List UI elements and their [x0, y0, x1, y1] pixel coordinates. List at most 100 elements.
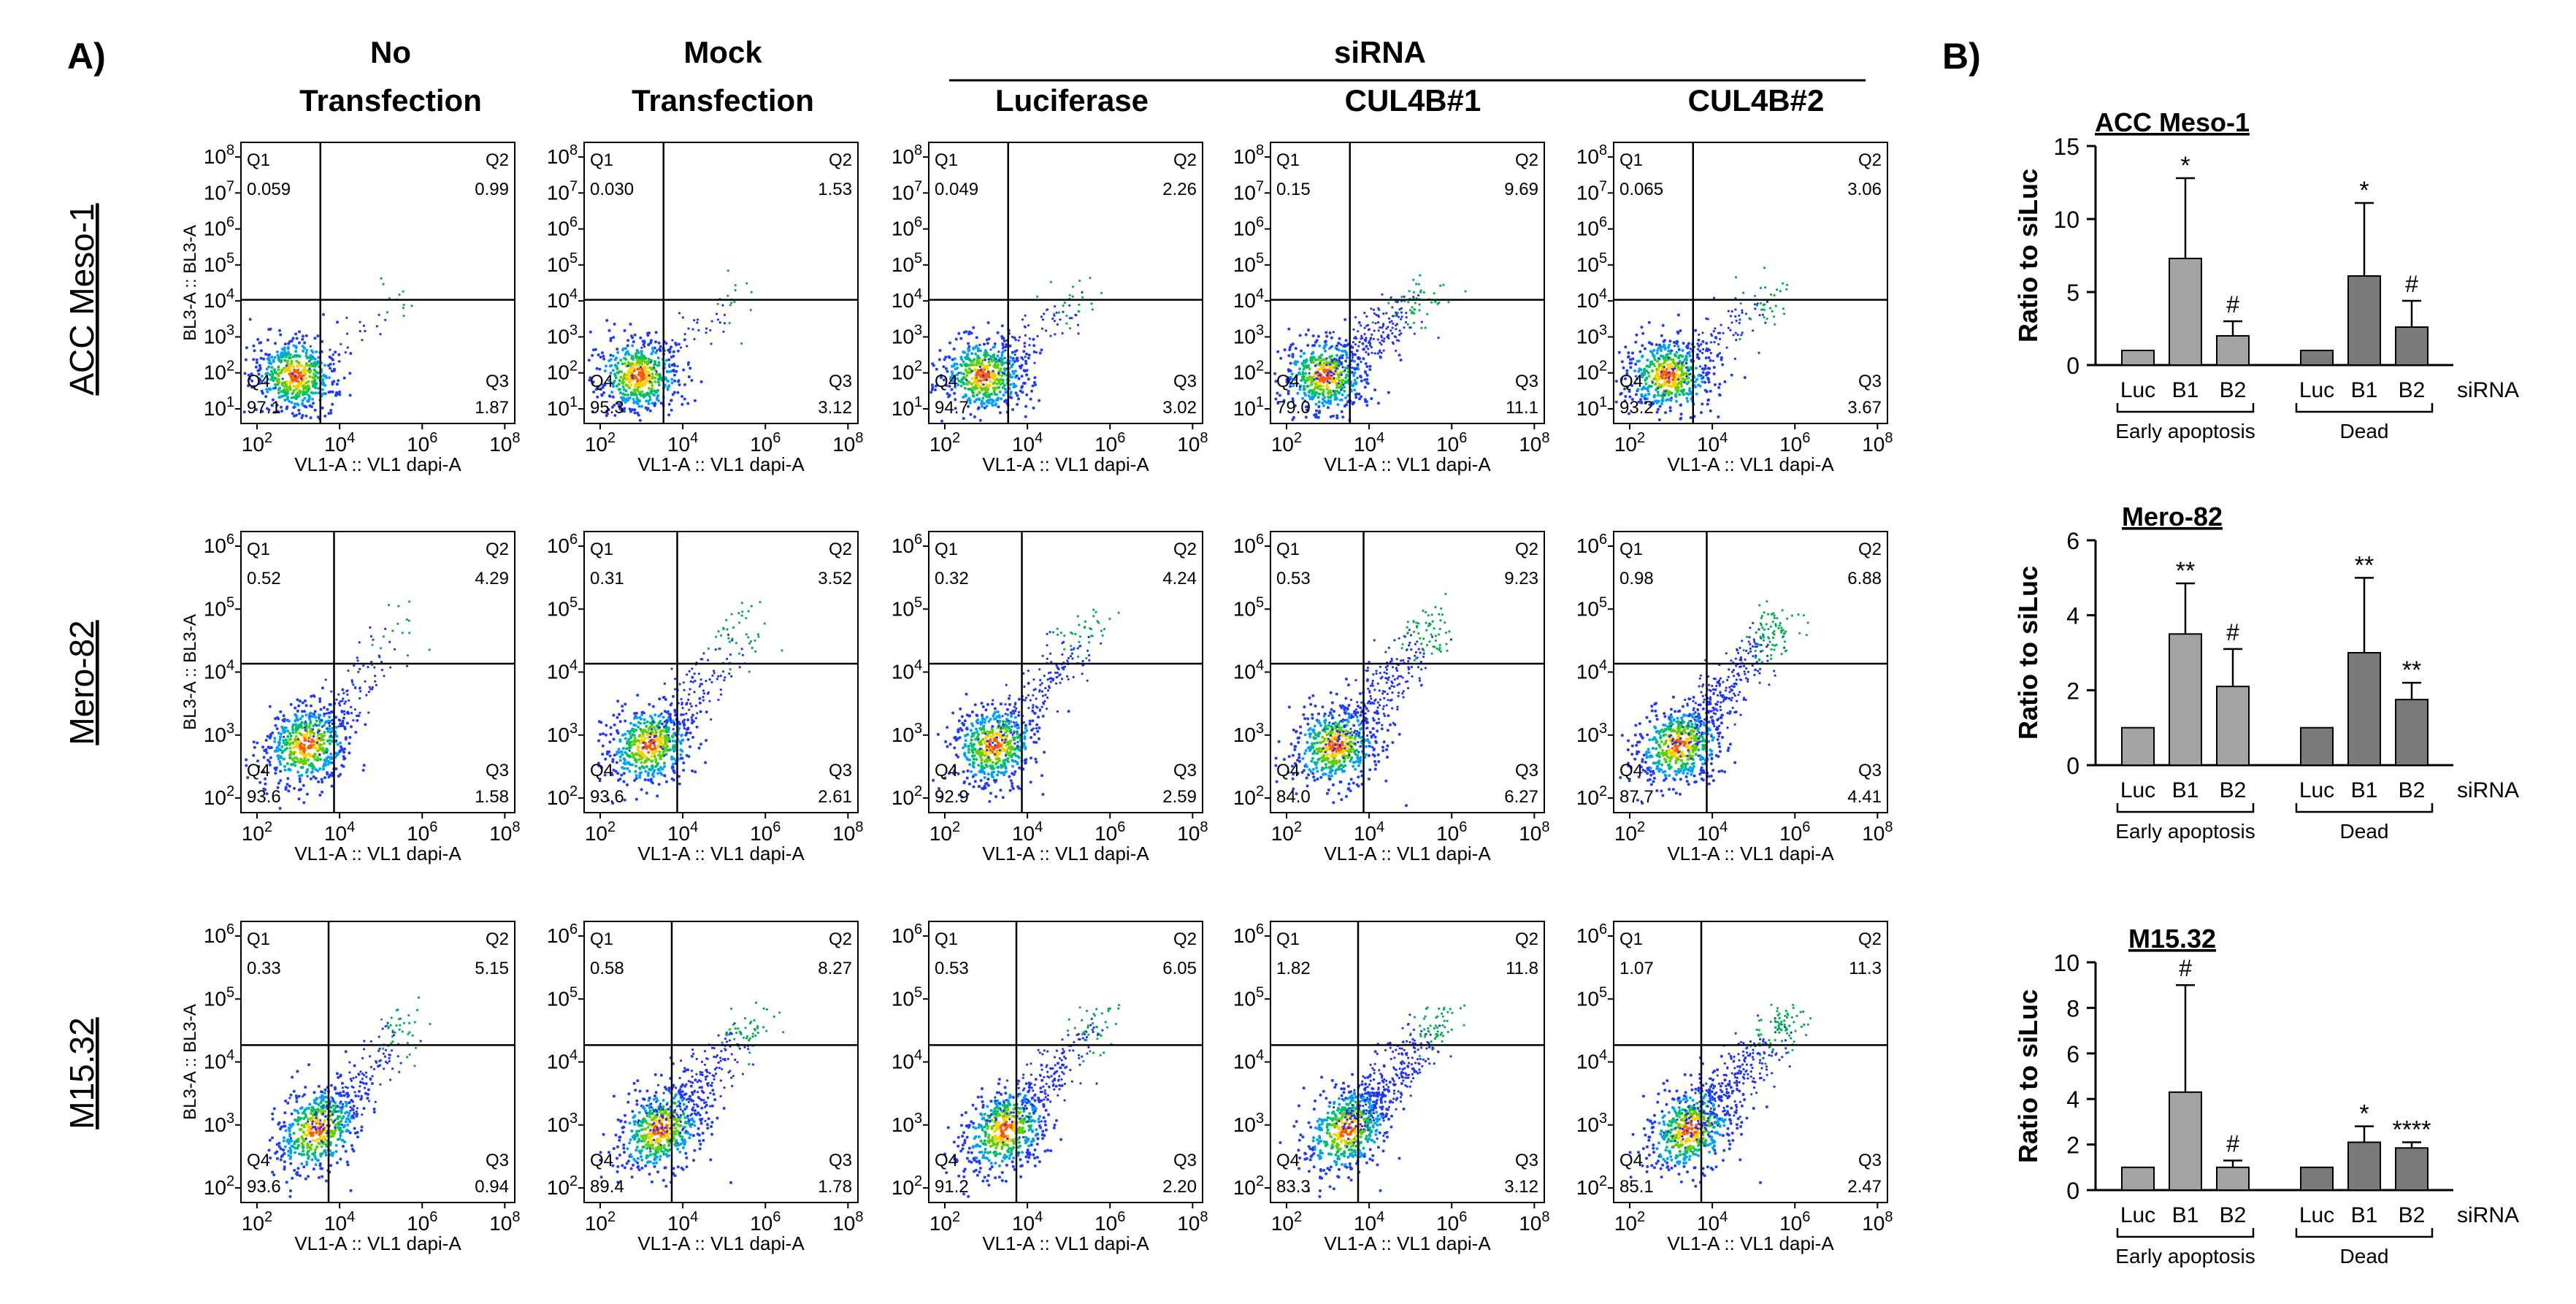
cell-dot: [334, 394, 337, 397]
cell-dot: [654, 730, 658, 734]
y-tick-label: 103: [547, 721, 578, 746]
cell-dot: [299, 750, 303, 753]
cell-dot: [1343, 386, 1346, 389]
cell-dot: [621, 399, 624, 402]
cell-dot: [640, 717, 643, 721]
cell-dot: [295, 394, 299, 398]
cell-dot: [608, 754, 612, 758]
cell-dot: [295, 715, 299, 718]
tick-base: 10: [204, 218, 226, 240]
cell-dot: [686, 673, 689, 676]
tick-exponent: 8: [855, 430, 863, 446]
cell-dot: [1300, 349, 1303, 353]
cell-dot: [693, 672, 696, 675]
cell-dot: [329, 367, 332, 370]
cell-dot: [288, 732, 291, 735]
cell-dot: [256, 361, 258, 364]
cell-dot: [651, 720, 655, 724]
cell-dot: [689, 367, 692, 370]
cell-dot: [618, 388, 622, 391]
cell-dot: [673, 721, 676, 724]
cell-dot: [1712, 330, 1715, 333]
cell-dot: [1314, 413, 1318, 416]
cell-dot: [1735, 339, 1738, 342]
cell-dot: [1340, 373, 1343, 377]
cell-dot: [628, 370, 632, 374]
cell-dot: [1404, 321, 1408, 323]
cell-dot: [681, 395, 684, 398]
cell-dot: [286, 359, 290, 363]
cell-dot: [1014, 391, 1018, 395]
cell-dot: [682, 761, 686, 764]
cell-dot: [635, 797, 638, 801]
cell-dot: [1303, 387, 1306, 391]
tick-base: 10: [1354, 433, 1376, 456]
cell-dot: [613, 364, 617, 367]
cell-dot: [689, 702, 692, 705]
cell-dot: [1671, 377, 1675, 381]
quadrant-q4-value: 93.6: [247, 787, 281, 807]
cell-dot: [1671, 349, 1674, 352]
tick-exponent: 5: [570, 594, 578, 610]
cell-dot: [1356, 377, 1359, 380]
cell-dot: [304, 713, 308, 717]
cell-dot: [348, 394, 352, 397]
tick-base: 10: [892, 289, 914, 312]
cell-dot: [244, 358, 248, 361]
cell-dot: [1303, 361, 1307, 364]
cell-dot: [1062, 304, 1065, 307]
cell-dot: [1368, 364, 1372, 368]
cell-dot: [643, 345, 646, 348]
cell-dot: [656, 349, 659, 352]
cell-dot: [1684, 366, 1688, 369]
cell-dot: [285, 407, 288, 410]
quadrant-q1-label: Q1: [247, 540, 270, 559]
cell-dot: [729, 304, 732, 307]
cell-dot: [302, 783, 305, 787]
cell-dot: [1054, 305, 1057, 308]
cell-dot: [341, 699, 344, 702]
cell-dot: [633, 400, 637, 404]
cell-dot: [1338, 398, 1342, 402]
cell-dot: [625, 752, 629, 756]
cell-dot: [672, 354, 675, 358]
tick-base: 10: [204, 181, 226, 204]
cell-dot: [675, 369, 678, 373]
cell-dot: [612, 713, 616, 717]
cell-dot: [962, 360, 965, 364]
cell-dot: [299, 745, 302, 748]
tick-exponent: 1: [1599, 394, 1607, 410]
cell-dot: [1017, 397, 1020, 401]
cell-dot: [272, 379, 275, 383]
cell-dot: [613, 358, 617, 361]
cell-dot: [1351, 371, 1354, 374]
cell-dot: [617, 748, 621, 751]
cell-dot: [679, 756, 683, 760]
y-tick-label: 101: [547, 394, 578, 420]
tick-exponent: 2: [570, 358, 578, 375]
cell-dot: [1644, 347, 1647, 350]
x-tick-label: 104: [667, 819, 698, 845]
cell-dot: [626, 729, 630, 733]
cell-dot: [1703, 380, 1706, 384]
cell-dot: [274, 724, 277, 727]
cell-dot: [1327, 372, 1330, 375]
cell-dot: [995, 377, 998, 381]
cell-dot: [690, 716, 693, 719]
cell-dot: [644, 730, 648, 734]
cell-dot: [1753, 294, 1757, 297]
cell-dot: [1032, 406, 1035, 410]
cell-dot: [285, 743, 288, 746]
cell-dot: [615, 366, 618, 369]
cell-dot: [343, 702, 346, 705]
cell-dot: [1655, 379, 1659, 383]
cell-dot: [313, 713, 315, 716]
x-tick-label: 102: [929, 430, 960, 456]
cell-dot: [309, 715, 312, 718]
cell-dot: [1700, 411, 1703, 414]
cell-dot: [1333, 377, 1335, 380]
cell-dot: [662, 716, 665, 719]
cell-dot: [1068, 294, 1071, 296]
cell-dot: [297, 361, 300, 364]
cell-dot: [1307, 394, 1311, 398]
